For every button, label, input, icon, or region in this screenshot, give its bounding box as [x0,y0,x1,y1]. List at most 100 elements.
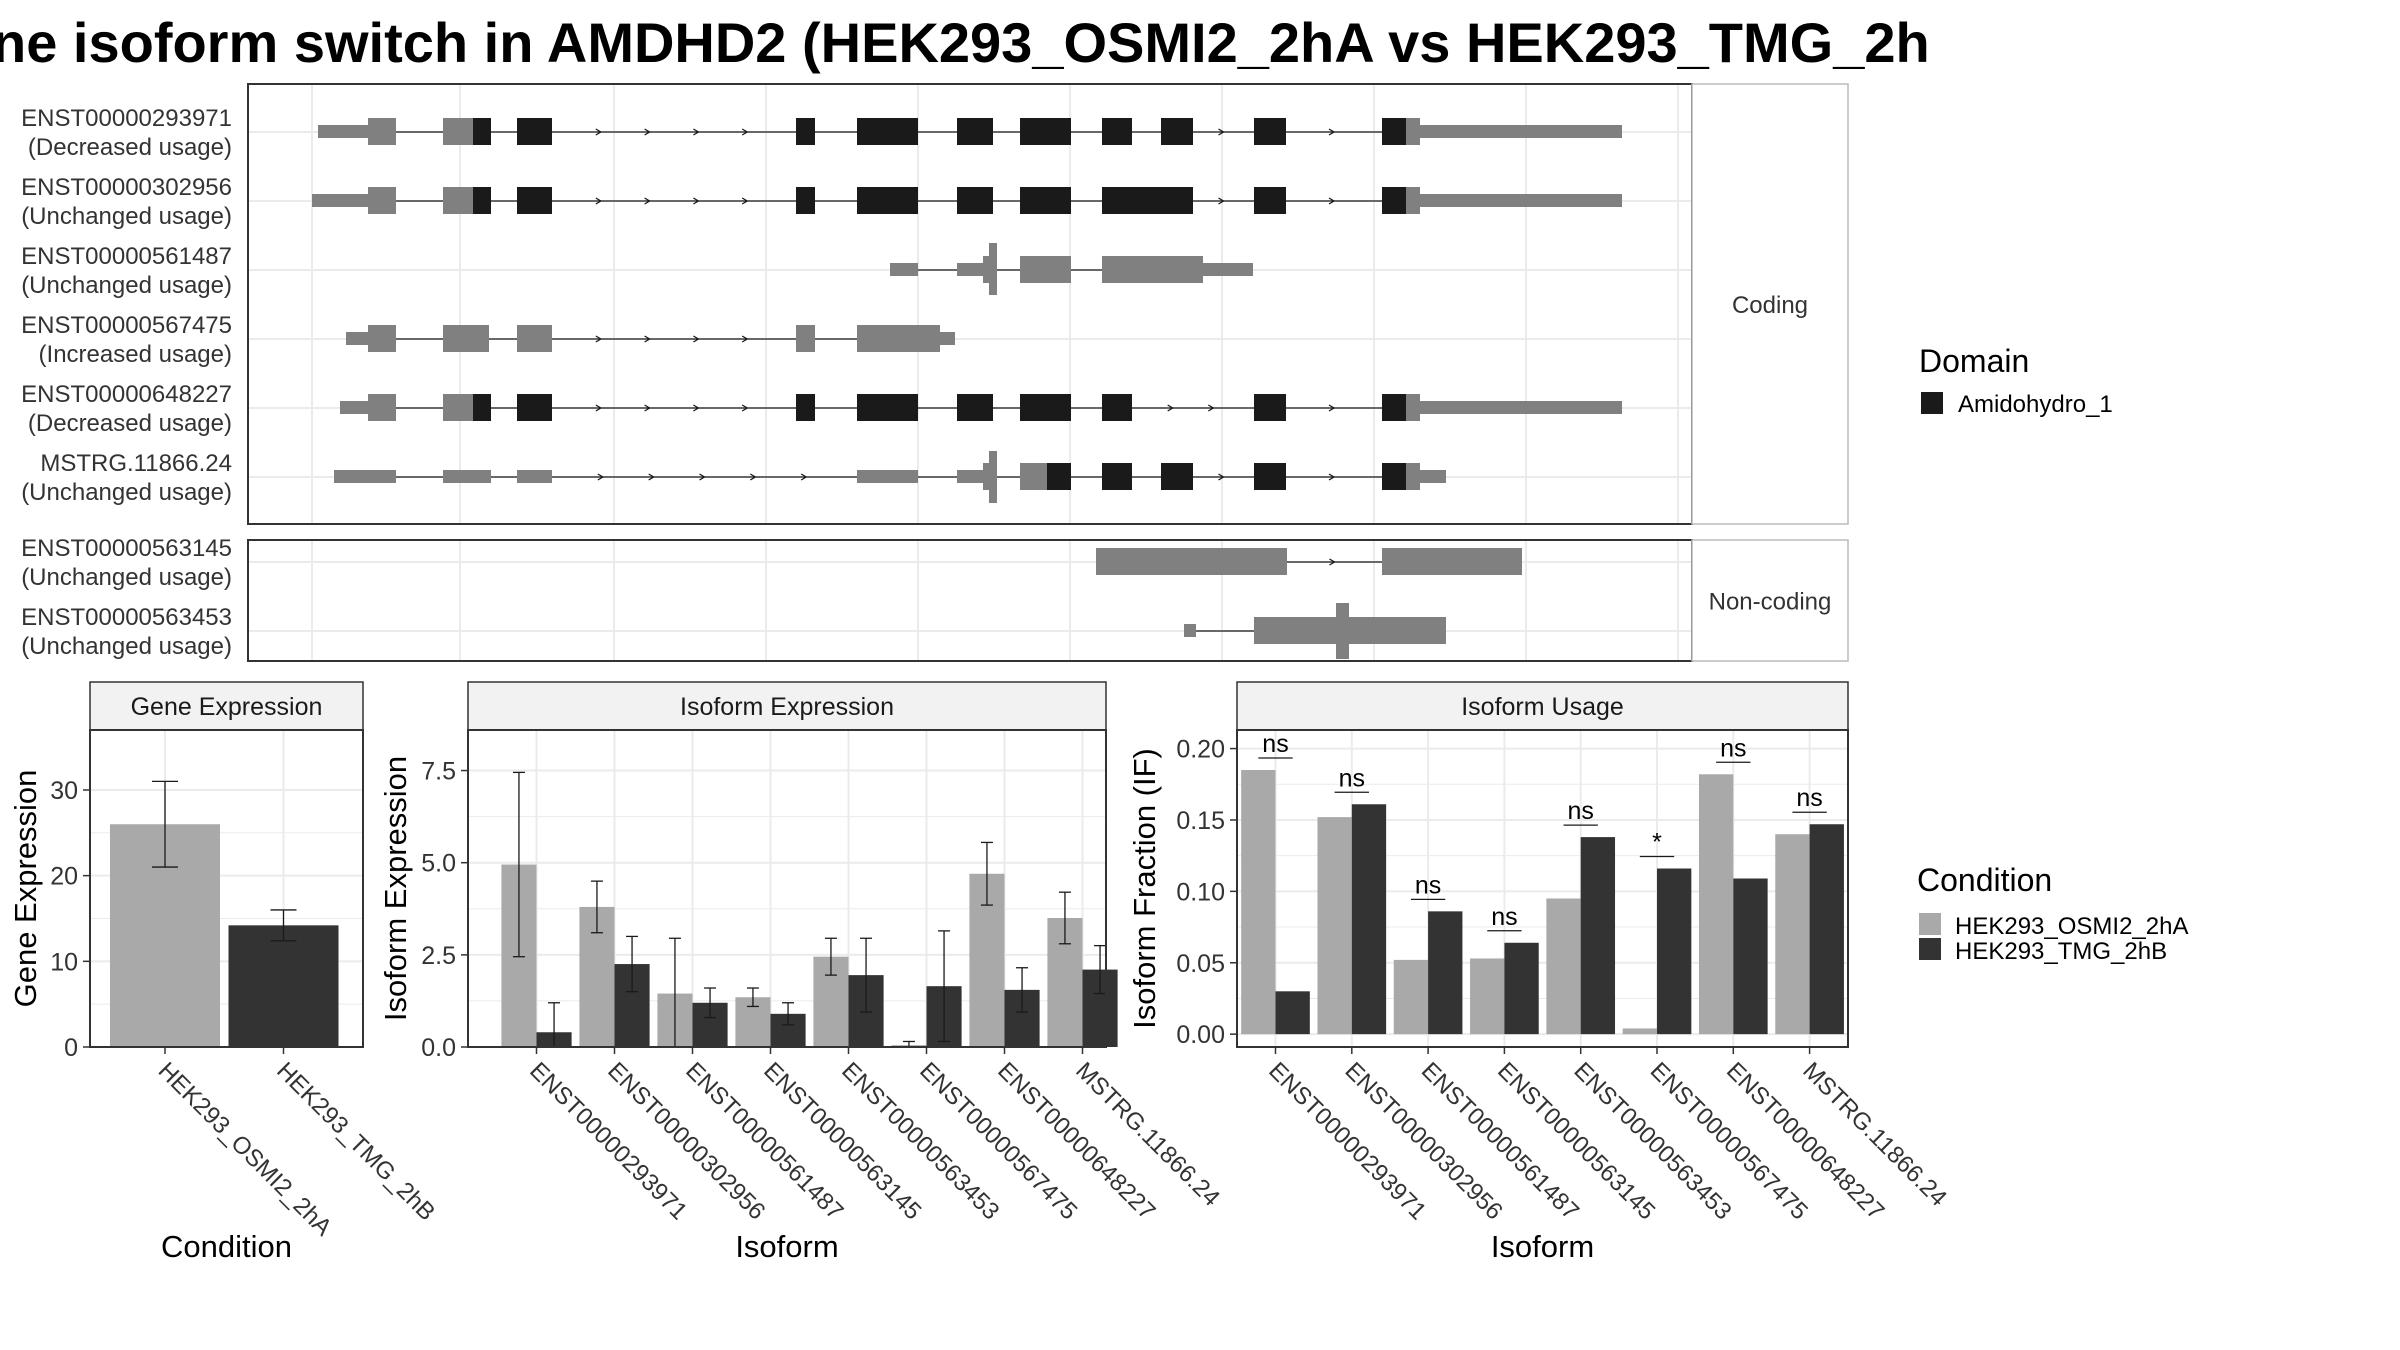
utr-exon [340,401,368,414]
intron-arrow [1328,473,1336,481]
utr-exon [318,125,368,138]
transcript-usage-label: (Unchanged usage) [21,203,232,230]
domain-exon [1102,187,1193,214]
bar [1351,804,1387,1035]
legend-condition-label: HEK293_OSMI2_2hA [1955,913,2188,940]
facet-label: Isoform Usage [1461,693,1624,721]
intron-arrow [644,404,651,412]
utr-exon [1420,194,1622,207]
legend-condition-swatch [1919,938,1941,960]
utr-exon [1420,470,1446,483]
intron-arrow [693,335,700,343]
domain-exon [857,118,918,145]
transcript-usage-label: (Decreased usage) [28,134,232,161]
bar [1733,878,1768,1035]
bar [1698,774,1734,1035]
y-tick-label: 20 [50,863,78,891]
x-tick-label: MSTRG.11866.24 [1070,1057,1225,1212]
transcript-id-label: ENST00000648227 [21,381,232,408]
domain-exon [1254,118,1286,145]
panel-border [1236,729,1849,1048]
intron-arrow [595,197,603,205]
utr-exon [1420,401,1622,414]
bar [1657,868,1692,1035]
legend-condition-title: Condition [1917,862,2052,898]
y-tick-label: 5.0 [421,850,456,878]
utr-exon [1420,125,1622,138]
transcript-usage-label: (Increased usage) [39,341,232,368]
intron-arrow [595,404,603,412]
marks-layer [110,118,1943,1048]
domain-exon [957,118,993,145]
y-tick-label: 0.20 [1176,736,1225,764]
coding-exon [1020,256,1071,283]
coding-exon [1348,617,1446,644]
domain-exon [517,118,552,145]
intron-arrow [1167,404,1174,412]
intron-arrow [1207,404,1215,412]
domain-exon [1382,394,1406,421]
intron-arrow [741,335,749,343]
utr-exon [346,332,368,345]
x-tick-label: MSTRG.11866.24 [1797,1057,1952,1212]
coding-exon [1102,256,1203,283]
y-axis-title: Isoform Expression [378,756,413,1021]
intron-arrow [644,197,651,205]
coding-exon [1254,617,1334,644]
frames-layer [83,83,1849,1054]
intron-arrow [741,404,749,412]
coding-exon [368,394,396,421]
coding-exon [368,325,396,352]
bar [1428,911,1463,1035]
y-axis-title: Gene Expression [8,770,43,1008]
domain-exon [1382,118,1406,145]
facet-strip [467,681,1107,731]
facet-label: Coding [1732,292,1808,319]
transcript-id-label: ENST00000302956 [21,174,232,201]
y-tick-label: 0.10 [1176,878,1225,906]
intron-arrow [699,473,706,481]
intron-arrow [741,128,749,136]
significance-label: * [1652,829,1662,857]
domain-exon [857,394,918,421]
coding-exon [443,325,489,352]
intron-arrow [595,128,603,136]
y-tick-label: 0.05 [1176,950,1225,978]
significance-label: ns [1339,764,1365,792]
domain-exon [1382,187,1406,214]
x-axis-title: Isoform [1491,1229,1594,1264]
coding-exon [1406,118,1420,145]
significance-label: ns [1720,734,1746,762]
intron-arrow [693,197,700,205]
domain-exon [473,118,491,145]
legend-domain-title: Domain [1919,343,2029,379]
y-tick-label: 7.5 [421,758,456,786]
transcript-id-label: ENST00000563145 [21,535,232,562]
domain-exon [957,394,993,421]
utr-exon [957,470,983,483]
domain-exon [1047,463,1071,490]
coding-exon-sliver [1336,603,1349,659]
facet-strip [1236,681,1849,731]
y-tick-label: 0.00 [1176,1021,1225,1049]
domain-exon [1102,118,1132,145]
utr-exon [957,263,983,276]
bar [1504,942,1539,1035]
domain-exon [796,187,815,214]
domain-exon [1020,187,1071,214]
bar [1546,898,1581,1035]
x-axis-title: Condition [161,1229,292,1264]
y-tick-label: 30 [50,777,78,805]
utr-exon [1184,624,1196,637]
utr-exon [312,194,368,207]
transcript-id-label: ENST00000293971 [21,105,232,132]
intron-arrow [1329,558,1336,566]
facet-label: Gene Expression [131,693,323,721]
y-tick-label: 0.0 [421,1034,456,1062]
utr-exon [334,470,396,483]
intron-arrow [1328,404,1336,412]
utr-exon [443,470,491,483]
x-tick-label: ENST00000293971 [524,1057,692,1225]
coding-exon [368,118,396,145]
y-tick-label: 0.15 [1176,807,1225,835]
